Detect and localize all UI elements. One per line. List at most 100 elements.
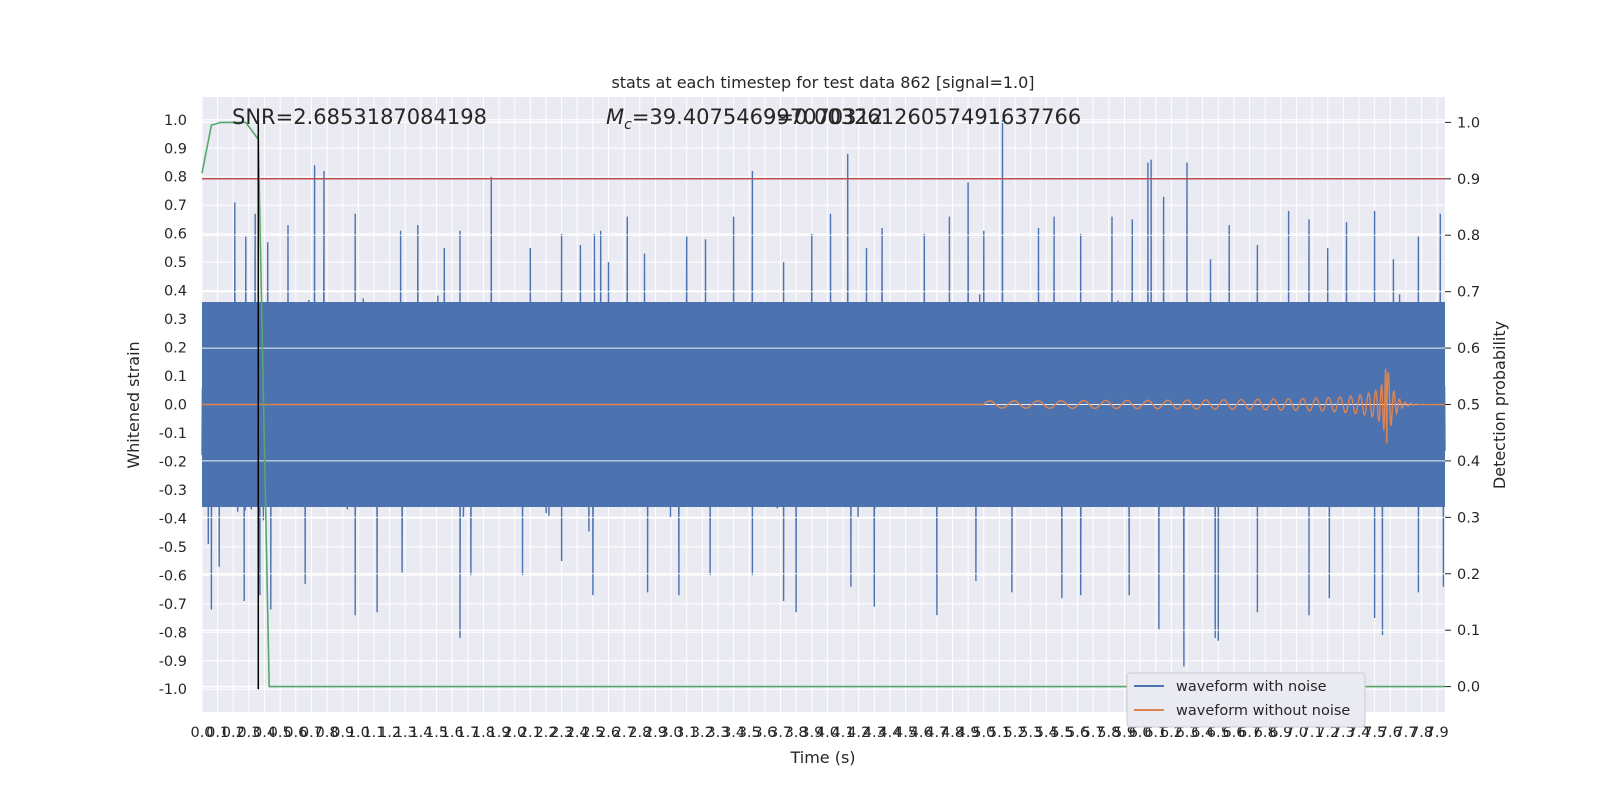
x-tick-label: 5.6: [1066, 725, 1089, 741]
overlap-annotation: 9=0.00326126057491637766: [763, 105, 1081, 129]
x-tick-label: 7.4: [1347, 725, 1370, 741]
waveform-without-noise-series: [202, 368, 1446, 444]
x-tick-label: 3.9: [800, 725, 823, 741]
y-tick-label: -0.2: [159, 454, 187, 470]
x-tick-label: 0.1: [206, 725, 229, 741]
x-tick-label: 7.0: [1285, 725, 1308, 741]
y2-tick-label: 1.0: [1457, 115, 1480, 131]
y2-tick-label: 0.7: [1457, 285, 1480, 301]
noise-line: [201, 119, 1446, 667]
x-tick-label: 6.1: [1144, 725, 1167, 741]
x-tick-label: 6.3: [1175, 725, 1198, 741]
y-tick-label: -0.8: [159, 625, 187, 641]
x-tick-label: 6.6: [1222, 725, 1245, 741]
x-tick-label: 5.9: [1113, 725, 1136, 741]
x-tick-label: 0.6: [284, 725, 307, 741]
x-tick-label: 2.2: [534, 725, 557, 741]
x-tick-label: 6.7: [1238, 725, 1261, 741]
y-tick-label: 0.7: [164, 198, 187, 214]
x-tick-label: 4.7: [925, 725, 948, 741]
y-tick-label: -0.3: [159, 483, 187, 499]
x-tick-label: 4.3: [863, 725, 886, 741]
y-axis-label: Whitened strain: [124, 341, 143, 468]
y-tick-label: -0.5: [159, 540, 187, 556]
x-tick-label: 5.1: [988, 725, 1011, 741]
x-tick-label: 6.0: [1129, 725, 1152, 741]
x-tick-label: 4.1: [832, 725, 855, 741]
y-tick-label: 0.8: [164, 170, 187, 186]
x-tick-label: 2.4: [566, 725, 589, 741]
y-tick-label: 0.0: [164, 398, 187, 414]
y-tick-label: 0.3: [164, 312, 187, 328]
x-tick-label: 3.5: [738, 725, 761, 741]
y2-tick-label: 0.6: [1457, 341, 1480, 357]
y-tick-label: -0.4: [159, 511, 187, 527]
x-tick-label: 5.8: [1097, 725, 1120, 741]
x-tick-label: 0.8: [316, 725, 339, 741]
x-tick-label: 7.1: [1301, 725, 1324, 741]
x-tick-label: 1.1: [362, 725, 385, 741]
x-tick-label: 5.4: [1035, 725, 1058, 741]
x-tick-label: 0.3: [237, 725, 260, 741]
x-tick-label: 4.5: [894, 725, 917, 741]
x-tick-labels: 0.00.10.20.30.40.50.60.70.80.91.01.11.21…: [190, 725, 1448, 741]
x-tick-label: 0.4: [253, 725, 276, 741]
x-tick-label: 1.7: [456, 725, 479, 741]
x-tick-label: 1.5: [425, 725, 448, 741]
y-tick-label: 0.2: [164, 341, 187, 357]
x-tick-label: 7.5: [1363, 725, 1386, 741]
x-tick-label: 4.4: [878, 725, 901, 741]
y2-tick-label: 0.0: [1457, 680, 1480, 696]
x-tick-label: 0.7: [300, 725, 323, 741]
x-tick-label: 7.7: [1394, 725, 1417, 741]
x-axis-label: Time (s): [789, 748, 855, 767]
x-tick-label: 3.3: [706, 725, 729, 741]
snr-annotation: SNR=2.6853187084198: [232, 105, 487, 129]
x-tick-label: 7.3: [1332, 725, 1355, 741]
x-tick-label: 4.8: [941, 725, 964, 741]
y2-tick-label: 0.8: [1457, 228, 1480, 244]
y2-tick-label: 0.4: [1457, 454, 1480, 470]
x-tick-label: 3.0: [660, 725, 683, 741]
y2-tick-label: 0.1: [1457, 623, 1480, 639]
y-tick-label: -0.1: [159, 426, 187, 442]
y2-tick-label: 0.5: [1457, 398, 1480, 414]
x-tick-label: 6.2: [1160, 725, 1183, 741]
x-tick-label: 2.7: [613, 725, 636, 741]
x-tick-label: 0.2: [222, 725, 245, 741]
y-tick-label: -0.9: [159, 654, 187, 670]
x-tick-label: 5.0: [972, 725, 995, 741]
x-tick-label: 4.0: [816, 725, 839, 741]
x-tick-label: 2.1: [519, 725, 542, 741]
y-tick-label: -0.6: [159, 568, 187, 584]
x-tick-label: 1.3: [394, 725, 417, 741]
x-tick-label: 5.3: [1019, 725, 1042, 741]
chirp-mass-subscript: c: [624, 117, 632, 133]
x-tick-label: 2.8: [628, 725, 651, 741]
legend: waveform with noise waveform without noi…: [1126, 672, 1366, 728]
x-tick-label: 1.9: [488, 725, 511, 741]
x-tick-label: 6.9: [1269, 725, 1292, 741]
y2-tick-label: 0.9: [1457, 172, 1480, 188]
x-tick-label: 5.7: [1082, 725, 1105, 741]
legend-label-noise: waveform with noise: [1176, 679, 1327, 695]
legend-label-clean: waveform without noise: [1176, 703, 1350, 719]
clean-waveform-line: [202, 368, 1446, 444]
x-tick-label: 2.3: [550, 725, 573, 741]
x-tick-label: 0.9: [331, 725, 354, 741]
x-tick-label: 4.2: [847, 725, 870, 741]
x-tick-label: 1.6: [441, 725, 464, 741]
chart-title: stats at each timestep for test data 862…: [611, 73, 1034, 92]
y-tick-label: 0.6: [164, 227, 187, 243]
x-tick-label: 0.5: [269, 725, 292, 741]
x-tick-label: 2.5: [581, 725, 604, 741]
x-tick-label: 3.1: [675, 725, 698, 741]
x-tick-label: 7.2: [1316, 725, 1339, 741]
x-tick-label: 7.6: [1379, 725, 1402, 741]
x-tick-label: 2.0: [503, 725, 526, 741]
y2-tick-label: 0.3: [1457, 510, 1480, 526]
x-tick-label: 1.4: [409, 725, 432, 741]
y-tick-label: 0.4: [164, 284, 187, 300]
y2-axis-label: Detection probability: [1490, 321, 1509, 489]
